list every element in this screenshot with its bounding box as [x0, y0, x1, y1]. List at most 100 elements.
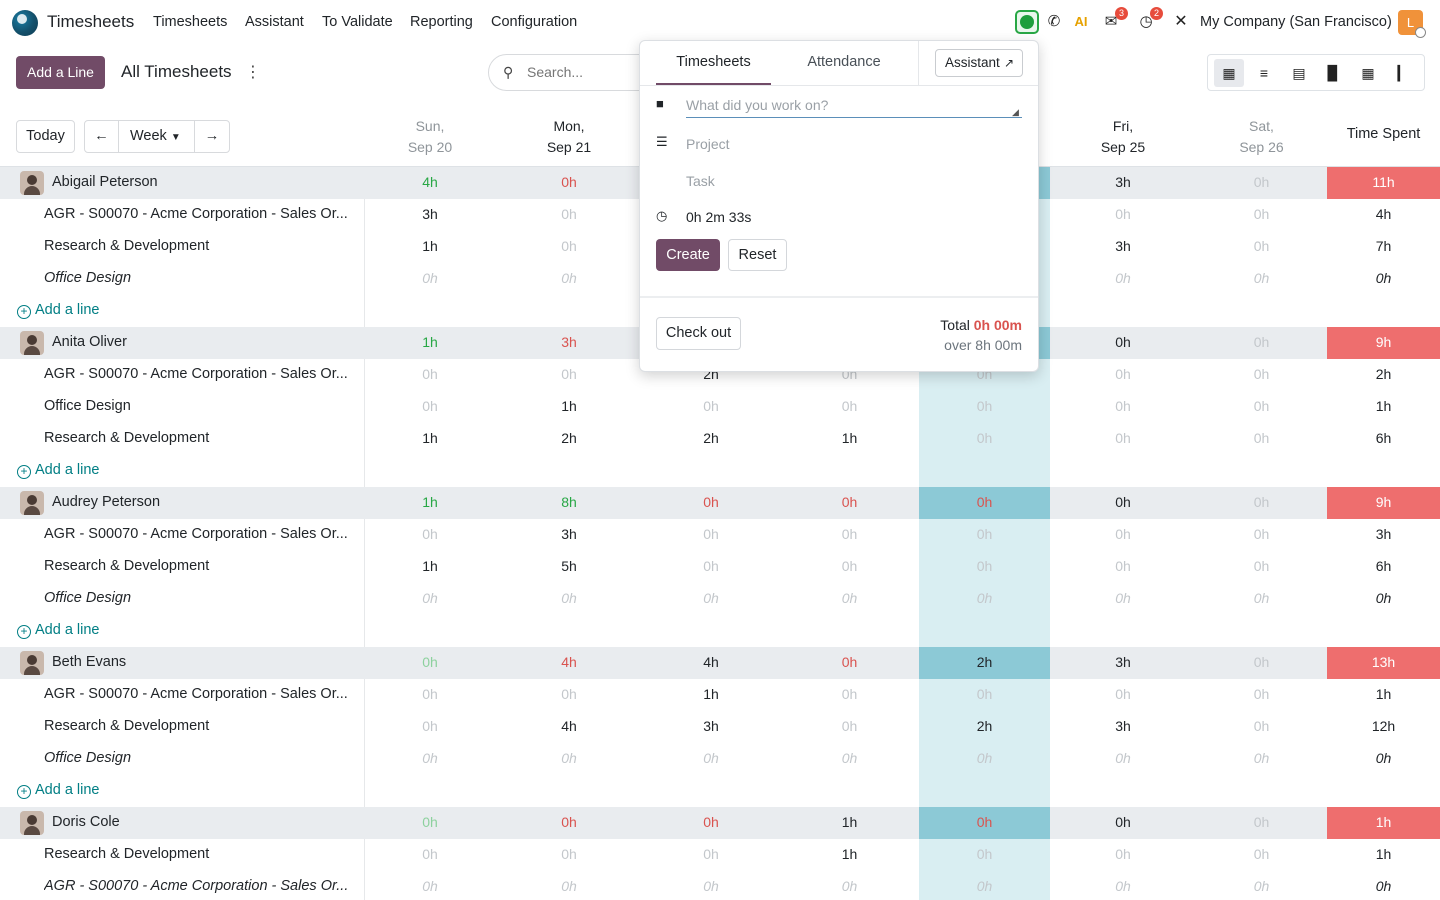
time-cell-input[interactable]: 0h: [1253, 270, 1270, 286]
time-cell-input[interactable]: 1h: [422, 430, 438, 446]
time-cell-input[interactable]: 0h: [561, 366, 577, 382]
time-cell-input[interactable]: 0h: [703, 590, 719, 606]
time-cell-input[interactable]: 0h: [422, 590, 438, 606]
time-cell-input[interactable]: 0h: [976, 750, 993, 766]
time-cell-input[interactable]: 3h: [703, 718, 719, 734]
time-cell-input[interactable]: 0h: [561, 878, 577, 894]
time-cell-input[interactable]: 0h: [1115, 398, 1131, 414]
time-cell-input[interactable]: 0h: [561, 846, 577, 862]
assistant-button[interactable]: Assistant ↗: [935, 49, 1023, 77]
time-cell-input[interactable]: 0h: [422, 750, 438, 766]
time-cell-input[interactable]: 0h: [703, 526, 719, 542]
time-cell-input[interactable]: 1h: [703, 686, 719, 702]
time-cell-input[interactable]: 0h: [841, 750, 858, 766]
today-button[interactable]: Today: [16, 120, 75, 153]
line-project-name[interactable]: Office Design: [44, 590, 132, 606]
time-cell-input[interactable]: 0h: [976, 686, 993, 702]
project-input[interactable]: Project: [686, 136, 730, 152]
tab-attendance[interactable]: Attendance: [807, 54, 881, 70]
time-cell-input[interactable]: 0h: [422, 686, 438, 702]
line-project-name[interactable]: AGR - S00070 - Acme Corporation - Sales …: [44, 526, 348, 542]
time-cell-input[interactable]: 4h: [561, 718, 577, 734]
time-cell-input[interactable]: 0h: [703, 878, 719, 894]
ai-icon[interactable]: AI: [1074, 14, 1088, 29]
time-cell-input[interactable]: 0h: [422, 878, 438, 894]
employee-group-row[interactable]: Doris Cole 0h 0h 0h 1h 0h 0h 0h 1h: [0, 807, 1440, 839]
time-cell-input[interactable]: 0h: [1253, 398, 1270, 414]
time-cell-input[interactable]: 2h: [976, 718, 993, 734]
line-project-name[interactable]: Research & Development: [44, 430, 210, 446]
time-cell-input[interactable]: 3h: [1115, 238, 1131, 254]
time-cell-input[interactable]: 0h: [561, 750, 577, 766]
line-project-name[interactable]: AGR - S00070 - Acme Corporation - Sales …: [44, 366, 348, 382]
tab-timesheets[interactable]: Timesheets: [656, 41, 771, 85]
time-cell-input[interactable]: 1h: [841, 430, 858, 446]
line-project-name[interactable]: AGR - S00070 - Acme Corporation - Sales …: [44, 686, 348, 702]
create-button[interactable]: Create: [656, 239, 720, 271]
line-project-name[interactable]: Research & Development: [44, 558, 210, 574]
time-cell-input[interactable]: 0h: [976, 590, 993, 606]
menu-timesheets[interactable]: Timesheets: [153, 14, 228, 30]
time-cell-input[interactable]: 0h: [841, 558, 858, 574]
calendar-view-icon[interactable]: ▤: [1292, 65, 1306, 81]
time-cell-input[interactable]: 0h: [561, 590, 577, 606]
menu-configuration[interactable]: Configuration: [491, 14, 578, 30]
menu-assistant[interactable]: Assistant: [245, 14, 304, 30]
range-dropdown[interactable]: Week ▼: [118, 120, 195, 153]
time-cell-input[interactable]: 0h: [1115, 686, 1131, 702]
search-bar[interactable]: ⚲: [488, 54, 658, 91]
time-cell-input[interactable]: 0h: [1253, 750, 1270, 766]
time-cell-input[interactable]: 0h: [1115, 846, 1131, 862]
user-avatar[interactable]: L: [1398, 10, 1426, 38]
time-cell-input[interactable]: 0h: [841, 526, 858, 542]
time-cell-input[interactable]: 0h: [1253, 878, 1270, 894]
time-cell-input[interactable]: 0h: [1253, 206, 1270, 222]
check-out-button[interactable]: Check out: [656, 317, 741, 350]
line-project-name[interactable]: Office Design: [44, 750, 132, 766]
menu-to-validate[interactable]: To Validate: [322, 14, 393, 30]
time-cell-input[interactable]: 0h: [841, 590, 858, 606]
line-project-name[interactable]: Office Design: [44, 398, 131, 414]
time-cell-input[interactable]: 1h: [561, 398, 577, 414]
reset-button[interactable]: Reset: [728, 239, 787, 271]
time-cell-input[interactable]: 0h: [1253, 366, 1270, 382]
time-cell-input[interactable]: 0h: [1115, 270, 1131, 286]
menu-reporting[interactable]: Reporting: [410, 14, 473, 30]
time-cell-input[interactable]: 0h: [1115, 526, 1131, 542]
time-cell-input[interactable]: 0h: [1115, 558, 1131, 574]
time-cell-input[interactable]: 1h: [841, 846, 858, 862]
time-cell-input[interactable]: 3h: [1115, 718, 1131, 734]
employee-group-row[interactable]: Audrey Peterson 1h 8h 0h 0h 0h 0h 0h 9h: [0, 487, 1440, 519]
actions-kebab-icon[interactable]: ⋮: [245, 64, 261, 81]
employee-group-row[interactable]: Beth Evans 0h 4h 4h 0h 2h 3h 0h 13h: [0, 647, 1440, 679]
resize-grip-icon[interactable]: ◢: [1012, 107, 1019, 117]
time-cell-input[interactable]: 0h: [976, 526, 993, 542]
timer-running-icon[interactable]: [1015, 10, 1039, 34]
time-cell-input[interactable]: 3h: [561, 526, 577, 542]
gantt-view-icon[interactable]: ▉: [1327, 65, 1339, 81]
time-cell-input[interactable]: 0h: [703, 846, 719, 862]
time-cell-input[interactable]: 0h: [561, 238, 577, 254]
tools-icon[interactable]: ✕: [1174, 13, 1188, 30]
add-a-line-link[interactable]: + Add a line: [17, 455, 100, 486]
time-cell-input[interactable]: 0h: [1115, 366, 1131, 382]
add-a-line-link[interactable]: + Add a line: [17, 615, 100, 646]
time-cell-input[interactable]: 0h: [561, 686, 577, 702]
grid-view-icon[interactable]: ▦: [1214, 59, 1244, 87]
line-project-name[interactable]: Research & Development: [44, 238, 210, 254]
list-view-icon[interactable]: ≡: [1259, 65, 1269, 81]
time-cell-input[interactable]: 0h: [841, 686, 858, 702]
add-a-line-link[interactable]: + Add a line: [17, 295, 100, 326]
graph-view-icon[interactable]: ▎: [1397, 65, 1409, 81]
time-cell-input[interactable]: 0h: [422, 846, 438, 862]
time-cell-input[interactable]: 0h: [1253, 590, 1270, 606]
phone-icon[interactable]: ✆: [1047, 13, 1061, 30]
line-project-name[interactable]: Research & Development: [44, 846, 210, 862]
time-cell-input[interactable]: 0h: [422, 526, 438, 542]
add-a-line-link[interactable]: + Add a line: [17, 775, 100, 806]
time-cell-input[interactable]: 0h: [1253, 238, 1270, 254]
time-cell-input[interactable]: 0h: [561, 270, 577, 286]
time-cell-input[interactable]: 0h: [1253, 718, 1270, 734]
time-cell-input[interactable]: 0h: [976, 846, 993, 862]
time-cell-input[interactable]: 0h: [1253, 526, 1270, 542]
